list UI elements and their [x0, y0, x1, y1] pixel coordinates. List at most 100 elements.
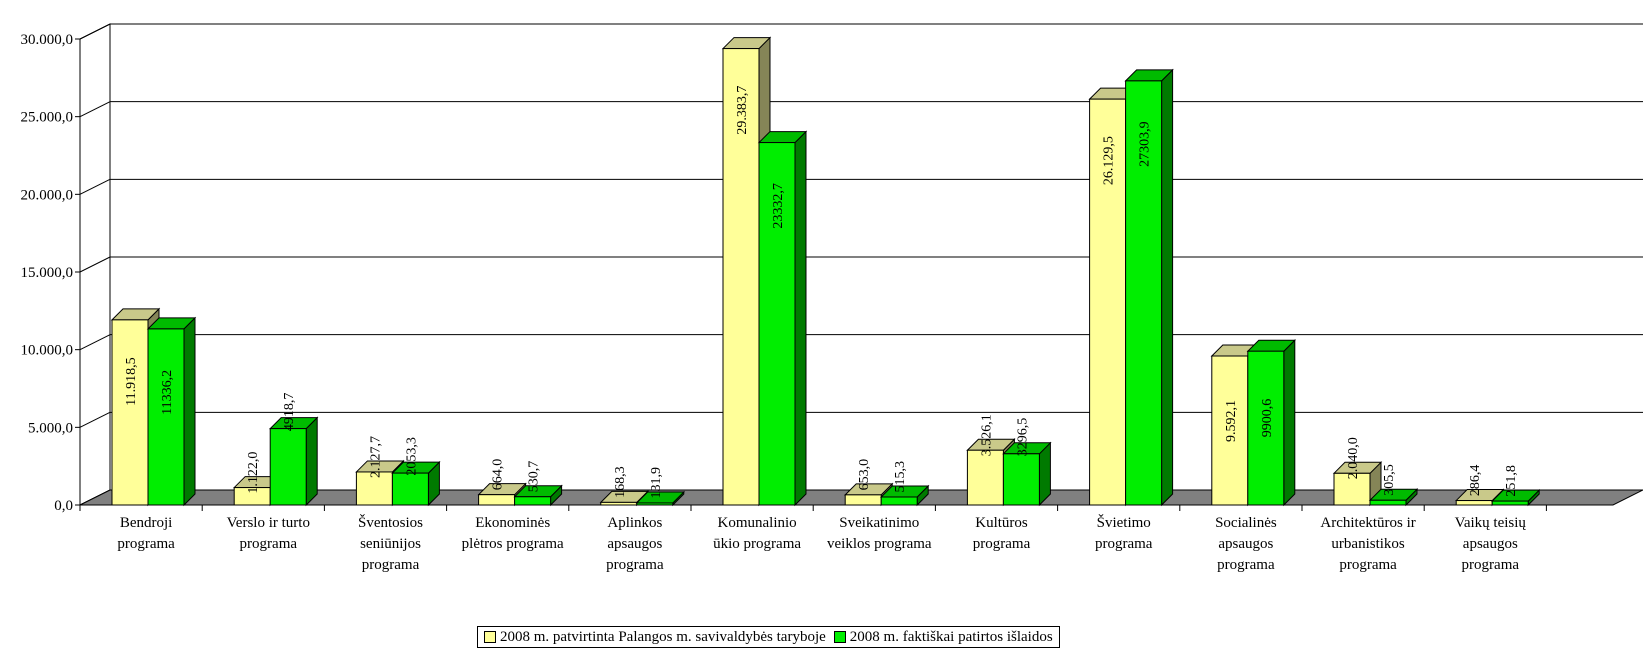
- y-tick-label: 20.000,0: [21, 187, 74, 203]
- bar-series2-cat10-front: [1247, 350, 1285, 506]
- side-gridline: [79, 23, 111, 40]
- data-label-series1-cat8: 3.526,1: [979, 414, 994, 456]
- category-label-line: apsaugos: [1463, 536, 1518, 552]
- bar-series1-cat10-front: [1211, 355, 1249, 506]
- category-label-line: Aplinkos: [607, 515, 662, 531]
- category-label-line: Verslo ir turto: [227, 515, 310, 531]
- bar-series2-cat9: [1124, 68, 1174, 507]
- category-label-line: apsaugos: [607, 536, 662, 552]
- bar-series2-cat6-side: [794, 130, 807, 507]
- category-label-line: Šventosios: [358, 514, 423, 531]
- category-label: Kultūros programa: [973, 515, 1031, 552]
- bar-series2-cat12-front: [1491, 500, 1529, 506]
- bar-series2-cat1: [146, 316, 197, 507]
- data-label-series2-cat5: 131,9: [649, 467, 664, 499]
- category-label-line: programa: [117, 536, 175, 552]
- category-label-line: programa: [1217, 557, 1275, 573]
- bar-series2-cat11: [1368, 488, 1419, 507]
- data-label-series1-cat12: 286,4: [1468, 465, 1483, 497]
- category-label-line: Vaikų teisių: [1455, 515, 1527, 531]
- bar-series2-cat12: [1490, 488, 1541, 507]
- category-label-line: Bendroji: [120, 515, 173, 531]
- bar-series2-cat7: [879, 484, 930, 507]
- bar-series2-cat6: [757, 130, 808, 507]
- category-label-line: urbanistikos: [1331, 536, 1404, 552]
- bar-series2-cat5-front: [636, 502, 674, 506]
- category-label-line: plėtros programa: [462, 536, 564, 552]
- legend-swatch-approved: [484, 631, 496, 643]
- category-label-line: Komunalinio: [718, 515, 797, 531]
- bar-series2-cat2-front: [269, 428, 307, 506]
- data-label-series1-cat4: 664,0: [491, 459, 506, 491]
- y-tick-label: 15.000,0: [21, 265, 74, 281]
- category-label-line: Socialinės: [1215, 515, 1277, 531]
- category-label-line: Sveikatinimo: [839, 515, 919, 531]
- data-label-series1-cat5: 168,3: [613, 466, 628, 498]
- category-label-line: programa: [1462, 557, 1520, 573]
- data-label-series1-cat7: 653,0: [857, 459, 872, 491]
- bar-series2-cat1-front: [147, 328, 185, 506]
- data-label-series1-cat1: 11.918,5: [124, 357, 139, 405]
- bar-series1-cat3-front: [355, 471, 393, 506]
- data-label-series2-cat10: 9900,6: [1260, 399, 1275, 438]
- bar-series1-cat1-front: [111, 319, 149, 506]
- y-tick-label: 0,0: [54, 498, 73, 514]
- category-label: Vaikų teisių apsaugos programa: [1455, 515, 1527, 573]
- category-label-line: Architektūros ir: [1320, 515, 1415, 531]
- category-label: Šventosios seniūnijos programa: [358, 514, 423, 573]
- bar-series1-cat11-front: [1333, 472, 1371, 506]
- gridlines: [79, 23, 1643, 428]
- bar-series2-cat9-side: [1161, 68, 1174, 507]
- category-label: Sveikatinimo veiklos programa: [827, 515, 932, 552]
- category-label-line: programa: [1339, 557, 1397, 573]
- data-label-series2-cat12: 251,8: [1504, 465, 1519, 497]
- legend-swatch-actual: [833, 631, 846, 643]
- bar-series1-cat5-front: [600, 501, 638, 506]
- data-label-series1-cat2: 1.122,0: [246, 452, 261, 494]
- category-label-line: Kultūros: [975, 515, 1028, 531]
- category-label: Švietimo programa: [1095, 514, 1153, 552]
- bar-series2-cat10: [1246, 339, 1297, 507]
- bar-series1-cat12-front: [1455, 500, 1493, 506]
- data-label-series2-cat9: 27303,9: [1138, 121, 1153, 167]
- bar-series2-cat9-front: [1125, 80, 1163, 506]
- category-label-line: programa: [606, 557, 664, 573]
- side-gridline: [79, 334, 111, 351]
- data-label-series1-cat6: 29.383,7: [735, 86, 750, 135]
- y-tick-label: 25.000,0: [21, 110, 74, 126]
- data-label-series2-cat1: 11336,2: [160, 370, 175, 415]
- data-labels: 11.918,5 11336,2 1.122,0 4918,7 2.127,7 2053,…: [124, 86, 1519, 499]
- side-gridline: [79, 411, 111, 428]
- category-label-line: programa: [362, 557, 420, 573]
- category-label: Ekonominės plėtros programa: [462, 515, 564, 552]
- category-label-line: veiklos programa: [827, 536, 932, 552]
- legend-item-approved: 2008 m. patvirtinta Palangos m. savivald…: [484, 629, 826, 646]
- bar-series2-cat8: [1002, 441, 1052, 507]
- category-label-line: seniūnijos: [360, 536, 421, 552]
- bar-series1-cat7-front: [844, 494, 882, 506]
- y-tick-label: 10.000,0: [21, 343, 74, 359]
- legend-label-approved: 2008 m. patvirtinta Palangos m. savivald…: [500, 628, 826, 645]
- category-label-line: Ekonominės: [475, 515, 550, 531]
- bar-series2-cat5: [635, 490, 686, 507]
- bar-series2-cat1-side: [183, 316, 196, 507]
- bar-series2-cat8-front: [1002, 453, 1040, 506]
- category-label-line: programa: [240, 536, 298, 552]
- data-label-series2-cat2: 4918,7: [282, 393, 297, 432]
- category-label: Socialinės apsaugos programa: [1215, 515, 1277, 573]
- data-label-series1-cat11: 2.040,0: [1346, 437, 1361, 479]
- bar-series2-cat7-front: [880, 496, 918, 506]
- data-label-series1-cat10: 9.592,1: [1224, 400, 1239, 442]
- legend: 2008 m. patvirtinta Palangos m. savivald…: [477, 626, 1060, 648]
- data-label-series1-cat3: 2.127,7: [368, 436, 383, 478]
- data-label-series1-cat9: 26.129,5: [1102, 136, 1117, 185]
- side-gridline: [79, 178, 111, 195]
- side-gridline: [79, 101, 111, 118]
- category-label-line: apsaugos: [1218, 536, 1273, 552]
- bar-series1-cat6-front: [722, 48, 760, 506]
- axes: 0,0 5.000,0 10.000,0 15.000,0 20.000,0 25.000…: [21, 32, 1613, 514]
- legend-item-actual: 2008 m. faktiškai patirtos išlaidos: [833, 629, 1053, 646]
- y-tick-label: 30.000,0: [21, 32, 74, 48]
- bar-series1-cat4-front: [478, 494, 516, 506]
